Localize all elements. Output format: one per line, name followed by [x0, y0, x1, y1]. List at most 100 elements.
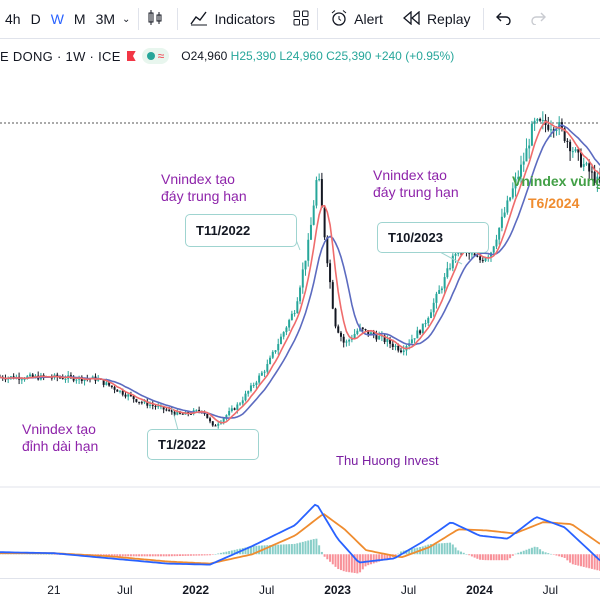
candle-body	[479, 256, 482, 261]
candle-body	[517, 176, 520, 180]
replay-button[interactable]: Replay	[399, 10, 475, 28]
callout-t11-2022[interactable]: T11/2022	[185, 214, 297, 247]
candle-body	[525, 148, 528, 162]
candle-body	[315, 180, 318, 206]
candle-body	[23, 378, 26, 380]
histogram-bar	[108, 554, 111, 557]
change-value: +240 (+0.95%)	[374, 49, 455, 63]
candle-body	[119, 390, 122, 392]
candle-body	[260, 372, 263, 376]
histogram-bar	[228, 551, 231, 555]
histogram-bar	[539, 549, 542, 555]
candle-body	[399, 350, 402, 353]
histogram-bar	[424, 545, 427, 555]
symbol-title[interactable]: E DONG · 1W · ICE	[0, 48, 121, 64]
candle-body	[323, 207, 326, 238]
candle-body	[334, 308, 337, 327]
candle-body	[547, 124, 550, 130]
candle-body	[511, 188, 514, 198]
histogram-bar	[269, 545, 272, 555]
candle-body	[274, 350, 277, 352]
histogram-bar	[121, 554, 124, 557]
histogram-bar	[119, 554, 122, 557]
candle-body	[369, 332, 372, 335]
candle-body	[138, 401, 141, 403]
histogram-bar	[53, 554, 56, 555]
candlestick-icon[interactable]	[147, 9, 163, 30]
x-tick-label: Jul	[258, 583, 275, 597]
candle-body	[495, 239, 498, 247]
open-value: O24,960	[181, 49, 228, 63]
timeframe-m[interactable]: M	[73, 11, 86, 27]
layout-grid-icon[interactable]	[293, 10, 309, 29]
histogram-bar	[45, 554, 48, 555]
red-flag-icon[interactable]	[126, 51, 136, 61]
candle-body	[222, 418, 225, 422]
candle-body	[206, 413, 209, 419]
histogram-bar	[367, 554, 370, 566]
candle-body	[230, 408, 233, 412]
redo-icon[interactable]	[530, 11, 546, 28]
histogram-bar	[151, 554, 154, 557]
callout-t1-2022[interactable]: T1/2022	[147, 429, 259, 460]
candle-body	[146, 401, 149, 406]
top-toolbar: 4h D W M 3M ⌄ Indicators Alert Replay	[0, 0, 600, 39]
toolbar-divider	[138, 8, 140, 30]
candle-body	[509, 197, 512, 201]
timeframe-w[interactable]: W	[50, 11, 64, 27]
histogram-bar	[454, 547, 457, 555]
undo-icon[interactable]	[495, 11, 512, 28]
histogram-bar	[247, 546, 250, 555]
chevron-down-icon[interactable]: ⌄	[122, 13, 131, 25]
candle-body	[361, 327, 364, 330]
replay-label: Replay	[426, 11, 471, 27]
histogram-bar	[547, 553, 550, 555]
annotation-bottom-left: Vnindex tạo đỉnh dài hạn	[22, 421, 99, 454]
toolbar-divider	[177, 8, 179, 30]
indicators-icon	[190, 10, 208, 29]
timeframe-3m[interactable]: 3M	[95, 11, 116, 27]
candle-body	[304, 260, 307, 270]
candle-body	[356, 330, 359, 334]
histogram-bar	[503, 554, 506, 561]
histogram-bar	[189, 554, 192, 556]
candle-body	[279, 336, 282, 345]
histogram-bar	[149, 554, 152, 557]
histogram-bar	[195, 554, 198, 556]
histogram-bar	[315, 538, 318, 555]
callout-t10-2023[interactable]: T10/2023	[377, 222, 489, 253]
histogram-bar	[244, 547, 247, 555]
histogram-bar	[476, 554, 479, 559]
candle-body	[9, 376, 12, 378]
histogram-bar	[435, 543, 438, 555]
candle-body	[108, 382, 111, 386]
candle-body	[375, 335, 378, 340]
histogram-bar	[580, 554, 583, 567]
alert-label: Alert	[354, 11, 383, 27]
ohlc-values: O24,960 H25,390 L24,960 C25,390 +240 (+0…	[181, 49, 454, 63]
histogram-bar	[307, 540, 310, 555]
candle-body	[83, 378, 86, 381]
candle-body	[413, 338, 416, 340]
market-status-pill[interactable]: ≈	[141, 48, 170, 64]
histogram-bar	[443, 543, 446, 555]
histogram-bar	[449, 542, 452, 555]
histogram-bar	[225, 551, 228, 555]
histogram-bar	[517, 552, 520, 555]
candle-body	[105, 382, 108, 385]
x-tick-label: Jul	[542, 583, 559, 597]
candle-body	[64, 378, 67, 380]
x-tick-label: 2022	[182, 583, 210, 597]
timeframe-4h[interactable]: 4h	[5, 11, 21, 27]
candle-body	[61, 377, 64, 379]
timeframe-d[interactable]: D	[30, 11, 41, 27]
histogram-bar	[541, 551, 544, 555]
histogram-bar	[233, 549, 236, 555]
time-axis[interactable]: 21 Jul 2022 Jul 2023 Jul 2024 Jul	[0, 578, 600, 601]
alert-button[interactable]: Alert	[326, 9, 387, 30]
candle-body	[263, 371, 266, 373]
indicators-button[interactable]: Indicators	[186, 10, 279, 29]
candle-body	[588, 163, 591, 172]
histogram-bar	[140, 554, 143, 557]
